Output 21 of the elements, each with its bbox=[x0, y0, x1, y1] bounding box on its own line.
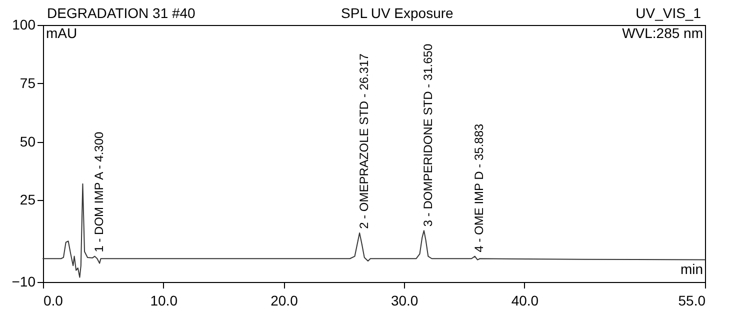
y-tick-label: 50 bbox=[20, 133, 36, 150]
y-tick-label: −10 bbox=[12, 274, 36, 290]
y-axis-title: mAU bbox=[46, 25, 78, 41]
x-tick-label: 55.0 bbox=[678, 292, 706, 308]
x-tick-label: 10.0 bbox=[150, 292, 178, 308]
annotation: 3 - DOMPERIDONE STD - 31.650 bbox=[420, 44, 435, 227]
x-tick-label: 20.0 bbox=[270, 292, 298, 308]
chart-subtitle: SPL UV Exposure bbox=[341, 5, 454, 21]
y-tick-label: 25 bbox=[20, 192, 36, 208]
annotation: 1 - DOM IMP A - 4.300 bbox=[92, 131, 106, 252]
chart-title: DEGRADATION 31 #40 bbox=[47, 5, 196, 21]
x-axis-title: min bbox=[680, 261, 703, 277]
text: UV_VIS_1 bbox=[636, 5, 702, 21]
y-tick-label: 100 bbox=[12, 16, 36, 32]
annotation: 4 - OME IMP D - 35.883 bbox=[472, 123, 486, 252]
x-tick-label: 30.0 bbox=[390, 292, 418, 308]
x-tick-label: 40.0 bbox=[511, 292, 539, 308]
y-tick-label: 75 bbox=[20, 74, 36, 91]
annotation: WVL:285 nm bbox=[622, 25, 703, 41]
x-tick-label: 0.0 bbox=[44, 292, 64, 308]
annotation: 2 - OMEPRAZOLE STD - 26.317 bbox=[356, 53, 371, 229]
